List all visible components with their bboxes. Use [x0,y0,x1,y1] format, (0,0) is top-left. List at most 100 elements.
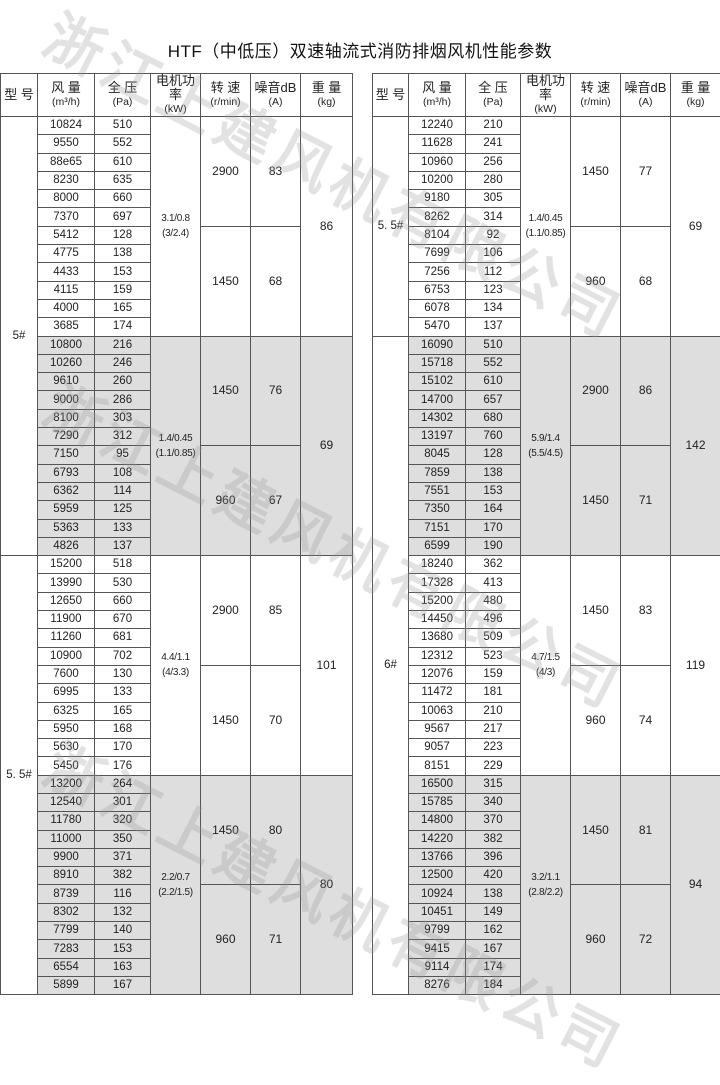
pressure-cell: 396 [466,848,521,866]
column-header-label: 风 量 [51,80,81,95]
airflow-cell: 8302 [38,903,95,921]
motor-power-alt: (2.8/2.2) [521,885,570,900]
pressure-cell: 382 [95,867,151,885]
pressure-cell: 168 [95,720,151,738]
airflow-cell: 6599 [409,537,466,555]
pressure-cell: 114 [95,482,151,500]
airflow-cell: 14302 [409,409,466,427]
airflow-cell: 5363 [38,519,95,537]
pressure-cell: 140 [95,922,151,940]
airflow-cell: 4115 [38,281,95,299]
airflow-cell: 18240 [409,556,466,574]
pressure-cell: 153 [95,263,151,281]
column-header: 噪音dB(A) [621,74,671,117]
column-header-unit: (r/min) [571,95,620,109]
airflow-cell: 9057 [409,739,466,757]
pressure-cell: 149 [466,903,521,921]
pressure-cell: 680 [466,409,521,427]
column-header-unit: (m³/h) [38,95,94,109]
motor-power-cell: 2.2/0.7(2.2/1.5) [151,775,201,995]
airflow-cell: 15200 [38,556,95,574]
airflow-cell: 11260 [38,629,95,647]
pressure-cell: 134 [466,299,521,317]
airflow-cell: 8000 [38,190,95,208]
airflow-cell: 7699 [409,245,466,263]
speed-cell: 960 [571,885,621,995]
pressure-cell: 510 [466,336,521,354]
airflow-cell: 12312 [409,647,466,665]
airflow-cell: 12540 [38,793,95,811]
airflow-cell: 7859 [409,464,466,482]
pressure-cell: 159 [466,665,521,683]
airflow-cell: 16500 [409,775,466,793]
motor-power-value: 1.4/0.45 [521,211,570,226]
pressure-cell: 112 [466,263,521,281]
speed-cell: 1450 [201,336,251,446]
speed-cell: 960 [571,665,621,775]
airflow-cell: 13200 [38,775,95,793]
noise-cell: 68 [251,226,301,336]
pressure-cell: 370 [466,812,521,830]
column-header-label: 型 号 [4,87,34,102]
pressure-cell: 216 [95,336,151,354]
column-header-unit: (Pa) [466,95,520,109]
noise-cell: 71 [621,446,671,556]
noise-cell: 74 [621,665,671,775]
pressure-cell: 164 [466,501,521,519]
column-header: 型 号 [1,74,38,117]
airflow-cell: 11780 [38,812,95,830]
pressure-cell: 523 [466,647,521,665]
speed-cell: 960 [571,226,621,336]
noise-cell: 68 [621,226,671,336]
pressure-cell: 635 [95,171,151,189]
airflow-cell: 6325 [38,702,95,720]
pressure-cell: 223 [466,739,521,757]
pressure-cell: 670 [95,611,151,629]
pressure-cell: 286 [95,391,151,409]
column-header: 转 速(r/min) [571,74,621,117]
airflow-cell: 10924 [409,885,466,903]
airflow-cell: 9550 [38,135,95,153]
pressure-cell: 133 [95,519,151,537]
airflow-cell: 10451 [409,903,466,921]
pressure-cell: 610 [95,153,151,171]
pressure-cell: 314 [466,208,521,226]
airflow-cell: 11628 [409,135,466,153]
pressure-cell: 509 [466,629,521,647]
weight-cell: 86 [301,117,353,337]
column-header: 风 量(m³/h) [38,74,95,117]
noise-cell: 81 [621,775,671,885]
pressure-cell: 174 [95,318,151,336]
airflow-cell: 7283 [38,940,95,958]
airflow-cell: 9000 [38,391,95,409]
pressure-cell: 95 [95,446,151,464]
column-header-label: 噪音dB [625,80,667,95]
column-header: 重 量(kg) [671,74,720,117]
speed-cell: 2900 [201,117,251,227]
airflow-cell: 8739 [38,885,95,903]
airflow-cell: 12650 [38,592,95,610]
performance-table-left: 型 号风 量(m³/h)全 压(Pa)电机功率(kW)转 速(r/min)噪音d… [0,73,353,995]
pressure-cell: 280 [466,171,521,189]
pressure-cell: 413 [466,574,521,592]
pressure-cell: 130 [95,665,151,683]
column-header-label: 噪音dB [255,80,297,95]
column-header-label: 重 量 [681,80,711,95]
motor-power-cell: 4.7/1.5(4/3) [521,556,571,776]
weight-cell: 142 [671,336,720,556]
airflow-cell: 8104 [409,226,466,244]
airflow-cell: 17328 [409,574,466,592]
motor-power-cell: 5.9/1.4(5.5/4.5) [521,336,571,556]
airflow-cell: 8276 [409,976,466,994]
pressure-cell: 190 [466,537,521,555]
weight-cell: 119 [671,556,720,776]
airflow-cell: 10824 [38,117,95,135]
pressure-cell: 167 [466,940,521,958]
pressure-cell: 138 [466,464,521,482]
airflow-cell: 16090 [409,336,466,354]
weight-cell: 94 [671,775,720,995]
airflow-cell: 15102 [409,373,466,391]
